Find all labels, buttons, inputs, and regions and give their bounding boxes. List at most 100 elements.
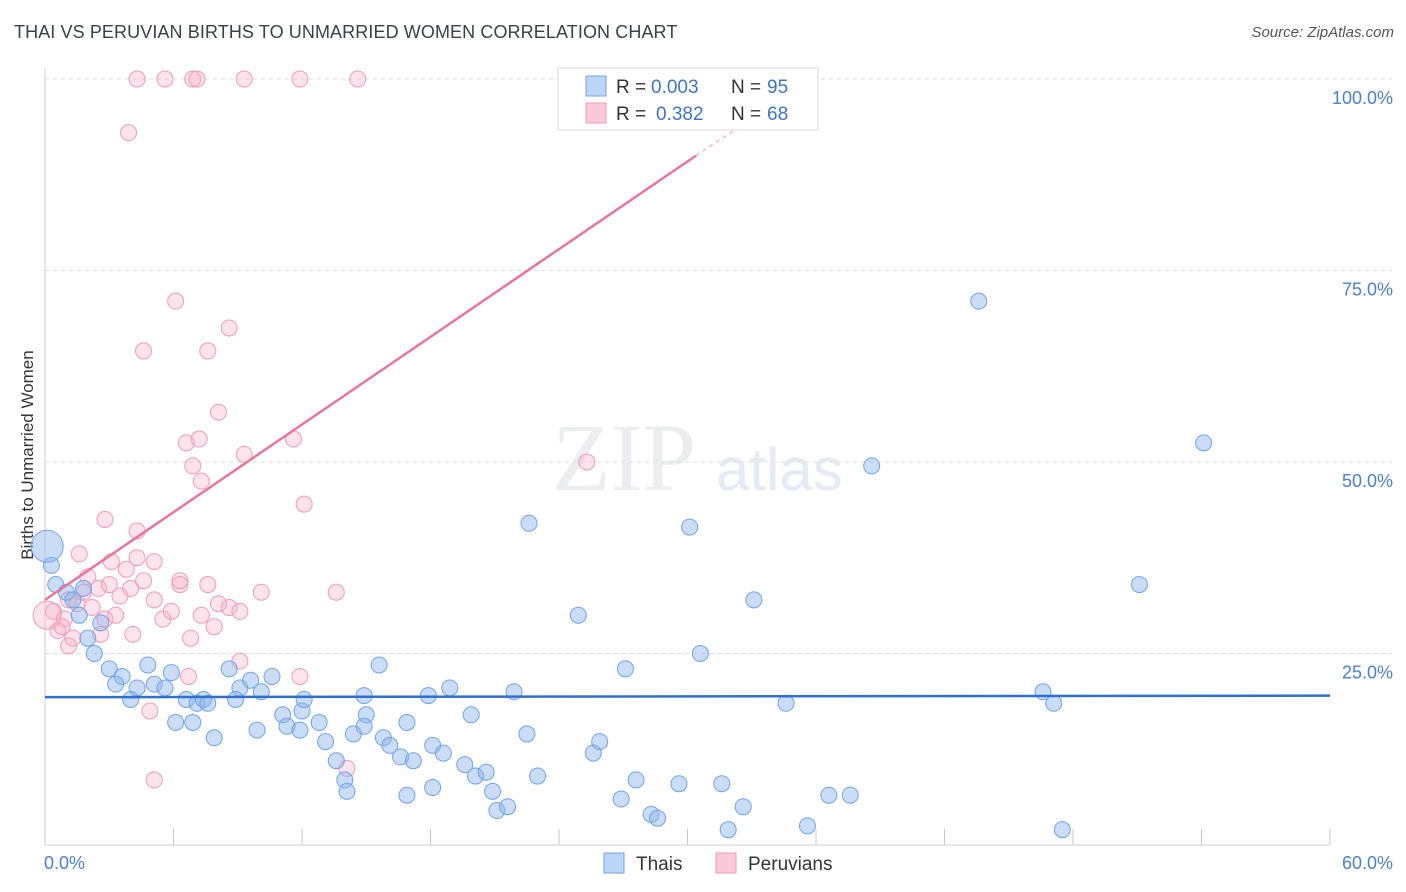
thais-point-16 bbox=[156, 679, 174, 697]
bottom-legend-label-thais: Thais bbox=[636, 854, 682, 875]
thais-point-86 bbox=[462, 706, 480, 724]
thais-point-24 bbox=[242, 671, 260, 689]
peruvians-point-56 bbox=[578, 453, 596, 471]
thais-point-84 bbox=[355, 717, 373, 735]
thais-point-82 bbox=[248, 721, 266, 739]
peruvians-point-53 bbox=[235, 70, 253, 88]
thais-point-49 bbox=[477, 763, 495, 781]
peruvians-point-32 bbox=[171, 572, 189, 590]
thais-point-63 bbox=[691, 645, 709, 662]
thais-point-93 bbox=[612, 790, 630, 808]
peruvians-trend-line bbox=[44, 154, 697, 601]
legend: R = 0.003 N = 95 R = 0.382 N = 68 bbox=[557, 67, 819, 131]
axes bbox=[44, 68, 1331, 846]
peruvians-point-65 bbox=[231, 602, 249, 620]
thais-point-46 bbox=[441, 679, 459, 697]
thais-point-69 bbox=[798, 817, 816, 835]
y-tick-label-1: 75.0% bbox=[1342, 280, 1393, 300]
peruvians-point-46 bbox=[220, 319, 238, 337]
peruvians-point-60 bbox=[124, 625, 142, 643]
peruvians-point-22 bbox=[182, 629, 200, 647]
thais-point-53 bbox=[518, 725, 536, 743]
thais-point-22 bbox=[220, 660, 238, 678]
thais-point-81 bbox=[205, 729, 223, 747]
thais-point-59 bbox=[627, 771, 645, 789]
thais-point-6 bbox=[79, 629, 97, 647]
peruvians-point-28 bbox=[96, 510, 114, 528]
thais-point-21 bbox=[199, 694, 217, 712]
peruvians-point-51 bbox=[184, 70, 202, 88]
watermark-atlas: atlas bbox=[716, 436, 843, 503]
peruvians-point-67 bbox=[291, 667, 309, 685]
thais-point-37 bbox=[370, 656, 388, 674]
thais-point-17 bbox=[162, 664, 180, 682]
thais-point-50 bbox=[484, 782, 502, 800]
peruvians-point-18 bbox=[145, 591, 163, 609]
thais-point-55 bbox=[520, 514, 538, 532]
thais-point-44 bbox=[434, 744, 452, 762]
peruvians-point-41 bbox=[295, 495, 313, 513]
thais-point-75 bbox=[1045, 694, 1063, 712]
thais-point-15 bbox=[145, 675, 163, 693]
legend-n-label-peruvians: N = bbox=[731, 104, 761, 125]
thais-point-67 bbox=[745, 591, 763, 609]
thais-point-0 bbox=[42, 556, 60, 574]
peruvians-point-9 bbox=[90, 579, 108, 597]
peruvians-point-39 bbox=[235, 445, 253, 463]
thais-point-77 bbox=[1130, 576, 1148, 594]
thais-point-65 bbox=[713, 775, 731, 793]
thais-point-72 bbox=[863, 457, 881, 475]
peruvians-point-47 bbox=[167, 292, 185, 310]
peruvians-point-21 bbox=[171, 576, 189, 594]
thais-point-57 bbox=[591, 733, 609, 751]
thais-point-45 bbox=[424, 779, 442, 797]
y-tick-label-0: 100.0% bbox=[1332, 88, 1393, 108]
thais-point-28 bbox=[278, 717, 296, 735]
peruvians-point-23 bbox=[192, 606, 210, 624]
thais-point-40 bbox=[392, 748, 410, 766]
thais-point-48 bbox=[466, 767, 484, 785]
peruvians-point-44 bbox=[135, 342, 153, 360]
bottom-legend-swatch-thais bbox=[603, 852, 625, 874]
chart-title: THAI VS PERUVIAN BIRTHS TO UNMARRIED WOM… bbox=[14, 22, 678, 42]
peruvians-point-11 bbox=[100, 576, 118, 594]
peruvians-point-15 bbox=[122, 579, 140, 597]
peruvians-point-36 bbox=[184, 457, 202, 475]
watermark: ZIP atlas bbox=[552, 404, 843, 511]
y-tick-labels: 100.0% 75.0% 50.0% 25.0% bbox=[1332, 88, 1393, 683]
thais-point-83 bbox=[291, 721, 309, 739]
peruvians-point-24 bbox=[205, 618, 223, 636]
thais-point-32 bbox=[327, 752, 345, 770]
thais-trend-line bbox=[44, 694, 1331, 699]
thais-points bbox=[30, 292, 1213, 839]
thais-point-78 bbox=[1195, 434, 1213, 452]
peruvians-point-48 bbox=[120, 124, 138, 142]
thais-point-27 bbox=[274, 706, 292, 724]
y-tick-label-2: 50.0% bbox=[1342, 471, 1393, 491]
thais-point-80 bbox=[184, 713, 202, 731]
bottom-legend-swatch-peruvians bbox=[715, 852, 737, 874]
y-tick-label-3: 25.0% bbox=[1342, 663, 1393, 683]
peruvians-point-62 bbox=[145, 771, 163, 789]
legend-n-label-thais: N = bbox=[731, 77, 761, 98]
thais-point-26 bbox=[263, 667, 281, 685]
thais-point-66 bbox=[734, 798, 752, 816]
peruvians-point-52 bbox=[188, 70, 206, 88]
thais-point-89 bbox=[227, 690, 245, 708]
legend-n-value-thais: 95 bbox=[767, 77, 788, 98]
thais-point-7 bbox=[92, 614, 110, 632]
thais-point-31 bbox=[317, 733, 335, 751]
peruvians-point-14 bbox=[117, 560, 135, 578]
watermark-zip: ZIP bbox=[552, 404, 696, 511]
thais-point-11 bbox=[107, 675, 125, 693]
thais-point-68 bbox=[777, 694, 795, 712]
thais-point-18 bbox=[177, 690, 195, 708]
thais-point-30 bbox=[310, 713, 328, 731]
thais-point-79 bbox=[167, 713, 185, 731]
peruvians-point-cluster bbox=[32, 600, 62, 630]
peruvians-point-16 bbox=[128, 549, 146, 567]
peruvians-point-4 bbox=[64, 629, 82, 647]
chart-source: Source: ZipAtlas.com bbox=[1251, 24, 1394, 41]
bottom-legend: Thais Peruvians bbox=[603, 852, 833, 875]
